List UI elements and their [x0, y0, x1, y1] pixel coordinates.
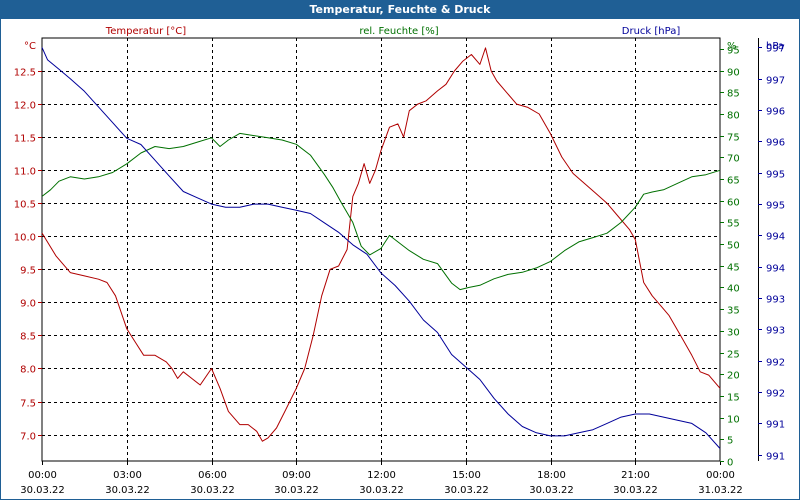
temperature-tick-label: 8.0: [20, 365, 36, 376]
x-tick-date: 30.03.22: [20, 485, 65, 496]
pressure-unit-label: hPa: [766, 41, 784, 52]
x-tick-date: 31.03.22: [698, 485, 743, 496]
series-line-humidity: [41, 132, 721, 291]
pressure-axis-title: Druck [hPa]: [622, 26, 681, 37]
temperature-tick-label: 11.5: [14, 134, 36, 145]
temperature-tick-label: 10.0: [14, 233, 36, 244]
x-tick-date: 30.03.22: [274, 485, 319, 496]
humidity-tick-label: 40: [727, 284, 740, 295]
pressure-tick-label: 993: [766, 326, 785, 337]
humidity-tick-label: 30: [727, 328, 740, 339]
temperature-axis-title: Temperatur [°C]: [105, 26, 186, 37]
x-tick-date: 30.03.22: [190, 485, 235, 496]
x-tick-time: 06:00: [198, 470, 227, 481]
humidity-tick-label: 50: [727, 241, 740, 252]
pressure-tick-label: 991: [766, 420, 785, 431]
pressure-tick-label: 993: [766, 295, 785, 306]
temperature-tick-label: 7.0: [20, 432, 36, 443]
temperature-tick-label: 12.0: [14, 101, 36, 112]
humidity-tick-label: 20: [727, 371, 740, 382]
pressure-tick-label: 994: [766, 232, 785, 243]
pressure-tick-label: 997: [766, 44, 785, 55]
humidity-tick-label: 70: [727, 154, 740, 165]
temperature-tick-label: 9.0: [20, 299, 36, 310]
x-tick-date: 30.03.22: [444, 485, 489, 496]
humidity-tick-label: 25: [727, 350, 740, 361]
pressure-tick-label: 994: [766, 264, 785, 275]
humidity-tick-label: 85: [727, 89, 740, 100]
humidity-tick-label: 0: [727, 458, 733, 469]
humidity-tick-label: 35: [727, 306, 740, 317]
x-tick-time: 15:00: [452, 470, 481, 481]
pressure-tick-label: 992: [766, 358, 785, 369]
pressure-tick-label: 996: [766, 107, 785, 118]
humidity-tick-label: 10: [727, 415, 740, 426]
temperature-tick-label: 11.0: [14, 167, 36, 178]
x-tick-time: 12:00: [367, 470, 396, 481]
humidity-tick-label: 55: [727, 219, 740, 230]
pressure-tick-label: 995: [766, 201, 785, 212]
x-tick-time: 09:00: [282, 470, 311, 481]
series-line-temperature: [41, 47, 721, 442]
x-tick-date: 30.03.22: [613, 485, 658, 496]
temperature-tick-label: 8.5: [20, 332, 36, 343]
series-line-pressure: [41, 47, 721, 449]
humidity-tick-label: 95: [727, 46, 740, 57]
temperature-unit-label: °C: [24, 41, 36, 52]
humidity-tick-label: 5: [727, 436, 733, 447]
humidity-tick-label: 15: [727, 393, 740, 404]
humidity-tick-label: 45: [727, 263, 740, 274]
x-tick-time: 18:00: [537, 470, 566, 481]
humidity-unit-label: %: [727, 41, 737, 52]
x-tick-date: 30.03.22: [105, 485, 150, 496]
x-tick-time: 21:00: [621, 470, 650, 481]
humidity-tick-label: 80: [727, 111, 740, 122]
x-tick-time: 00:00: [706, 470, 735, 481]
pressure-tick-label: 997: [766, 76, 785, 87]
pressure-tick-label: 991: [766, 452, 785, 463]
x-tick-time: 00:00: [28, 470, 57, 481]
temperature-tick-label: 12.5: [14, 68, 36, 79]
temperature-tick-label: 7.5: [20, 399, 36, 410]
x-tick-time: 03:00: [113, 470, 142, 481]
humidity-axis-title: rel. Feuchte [%]: [359, 26, 438, 37]
temperature-tick-label: 9.5: [20, 266, 36, 277]
humidity-tick-label: 65: [727, 176, 740, 187]
humidity-tick-label: 90: [727, 68, 740, 79]
pressure-tick-label: 995: [766, 170, 785, 181]
humidity-tick-label: 75: [727, 133, 740, 144]
x-tick-date: 30.03.22: [359, 485, 404, 496]
x-tick-date: 30.03.22: [529, 485, 574, 496]
humidity-tick-label: 60: [727, 198, 740, 209]
pressure-tick-label: 992: [766, 389, 785, 400]
pressure-tick-label: 996: [766, 138, 785, 149]
window-title: Temperatur, Feuchte & Druck: [1, 1, 799, 19]
temperature-tick-label: 10.5: [14, 200, 36, 211]
